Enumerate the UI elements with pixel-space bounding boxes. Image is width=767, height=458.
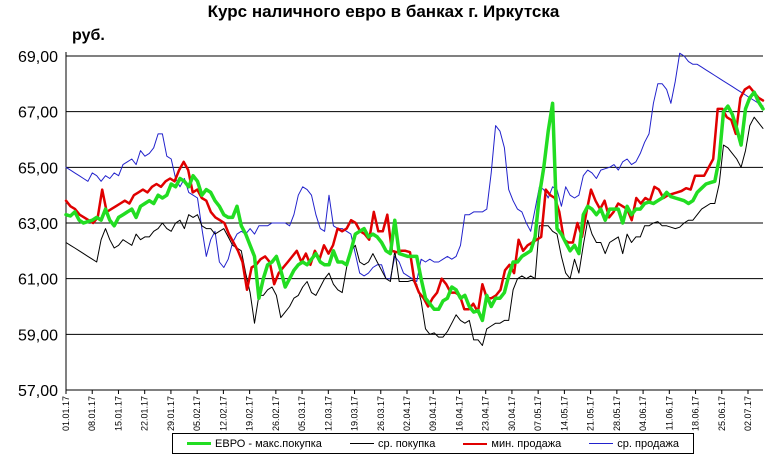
legend-swatch xyxy=(349,443,374,444)
x-tick-label: 01.01.17 xyxy=(61,396,71,431)
legend-label: ср. продажа xyxy=(617,437,679,450)
legend-label: мин. продажа xyxy=(491,437,562,450)
x-tick-label: 29.01.17 xyxy=(166,396,176,431)
x-tick-label: 25.06.17 xyxy=(717,396,727,431)
x-tick-label: 22.01.17 xyxy=(140,396,150,431)
x-tick-label: 07.05.17 xyxy=(533,396,543,431)
x-tick-label: 19.03.17 xyxy=(350,396,360,431)
legend-swatch xyxy=(187,442,212,445)
legend-item-avg-buy: ср. покупка xyxy=(349,437,436,450)
series-line-2 xyxy=(64,85,765,314)
chart-legend: ЕВРО - макс.покупка ср. покупка мин. про… xyxy=(172,433,694,454)
x-tick-label: 02.04.17 xyxy=(402,396,412,431)
series-line-1 xyxy=(65,116,764,346)
x-tick-label: 30.04.17 xyxy=(507,396,517,431)
x-tick-label: 19.02.17 xyxy=(245,396,255,431)
x-tick-label: 18.06.17 xyxy=(691,396,701,431)
x-tick-label: 28.05.17 xyxy=(612,396,622,431)
x-tick-label: 26.03.17 xyxy=(376,396,386,431)
legend-label: ЕВРО - макс.покупка xyxy=(215,437,322,450)
x-tick-label: 14.05.17 xyxy=(559,396,569,431)
x-tick-label: 04.06.17 xyxy=(638,396,648,431)
legend-swatch xyxy=(463,442,488,445)
chart-title: Курс наличного евро в банках г. Иркутска xyxy=(207,2,560,21)
y-tick-label: 61,00 xyxy=(18,272,58,289)
legend-label: ср. покупка xyxy=(377,437,436,450)
legend-item-max-buy: ЕВРО - макс.покупка xyxy=(187,438,322,450)
x-tick-label: 12.02.17 xyxy=(218,396,228,431)
y-tick-label: 59,00 xyxy=(18,327,58,344)
x-tick-label: 02.07.17 xyxy=(743,396,753,431)
y-tick-label: 63,00 xyxy=(18,216,58,233)
x-tick-label: 11.06.17 xyxy=(664,396,674,430)
x-tick-label: 15.01.17 xyxy=(113,396,123,431)
x-tick-label: 05.03.17 xyxy=(297,396,307,431)
legend-item-min-sell: мин. продажа xyxy=(463,438,561,450)
legend-item-avg-sell: ср. продажа xyxy=(589,438,679,450)
x-tick-label: 16.04.17 xyxy=(454,396,464,431)
y-unit-label: руб. xyxy=(72,27,105,44)
series-line-0 xyxy=(64,90,765,323)
x-tick-label: 09.04.17 xyxy=(428,396,438,431)
x-tick-label: 26.02.17 xyxy=(271,396,281,431)
y-tick-label: 67,00 xyxy=(18,105,58,122)
x-tick-label: 05.02.17 xyxy=(192,396,202,431)
x-tick-label: 21.05.17 xyxy=(586,396,596,431)
y-tick-label: 69,00 xyxy=(18,49,58,66)
y-tick-label: 65,00 xyxy=(18,160,58,177)
legend-swatch xyxy=(589,443,614,444)
x-tick-label: 08.01.17 xyxy=(87,396,97,431)
x-tick-label: 12.03.17 xyxy=(323,396,333,431)
x-tick-label: 23.04.17 xyxy=(481,396,491,431)
y-tick-label: 57,00 xyxy=(18,383,58,400)
